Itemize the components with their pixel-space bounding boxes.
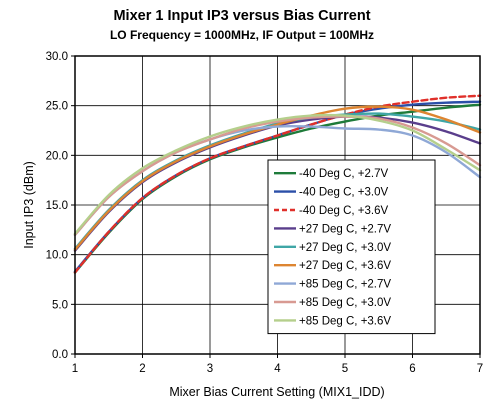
- y-tick-label: 0.0: [52, 349, 68, 361]
- x-tick-label: 3: [207, 363, 213, 375]
- x-tick-label: 4: [274, 363, 281, 375]
- x-tick-label: 2: [139, 363, 145, 375]
- y-tick-label: 25.0: [46, 101, 68, 113]
- x-tick-label: 5: [342, 363, 348, 375]
- y-tick-label: 10.0: [46, 250, 68, 262]
- legend: -40 Deg C, +2.7V -40 Deg C, +3.0V -40 Deg …: [268, 160, 435, 334]
- legend-label: +27 Deg C, +3.0V: [299, 242, 391, 254]
- y-tick-label: 30.0: [46, 51, 68, 63]
- legend-label: -40 Deg C, +3.6V: [299, 205, 389, 217]
- legend-label: -40 Deg C, +2.7V: [299, 168, 389, 180]
- x-axis-label: Mixer Bias Current Setting (MIX1_IDD): [169, 385, 384, 399]
- legend-label: -40 Deg C, +3.0V: [299, 187, 389, 199]
- legend-label: +85 Deg C, +3.6V: [299, 315, 391, 327]
- chart-subtitle: LO Frequency = 1000MHz, IF Output = 100M…: [110, 28, 374, 42]
- x-tick-label: 1: [72, 363, 78, 375]
- y-tick-label: 15.0: [46, 200, 68, 212]
- legend-label: +85 Deg C, +3.0V: [299, 297, 391, 309]
- legend-label: +27 Deg C, +2.7V: [299, 223, 391, 235]
- legend-label: +27 Deg C, +3.6V: [299, 260, 391, 272]
- x-tick-label: 7: [477, 363, 483, 375]
- y-tick-label: 5.0: [52, 299, 68, 311]
- chart-title: Mixer 1 Input IP3 versus Bias Current: [113, 8, 370, 24]
- y-tick-label: 20.0: [46, 150, 68, 162]
- legend-label: +85 Deg C, +2.7V: [299, 279, 391, 291]
- x-tick-label: 6: [409, 363, 415, 375]
- y-axis-label: Input IP3 (dBm): [22, 161, 36, 249]
